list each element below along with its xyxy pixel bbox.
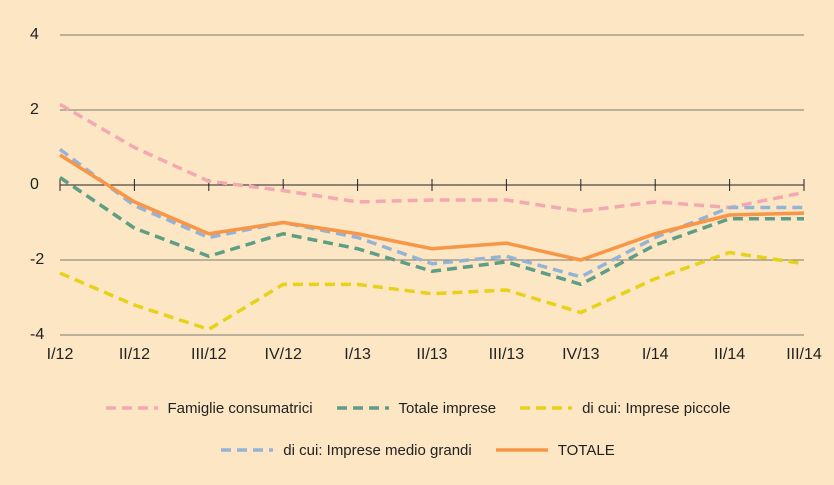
- x-tick-label: II/14: [714, 346, 745, 363]
- legend-swatch: [221, 448, 274, 452]
- legend-item: Totale imprese: [335, 395, 497, 421]
- x-tick-label: IV/12: [265, 346, 302, 363]
- legend-swatch: [336, 406, 389, 410]
- series-line: [59, 250, 805, 332]
- legend-item: di cui: Imprese piccole: [518, 395, 731, 421]
- series-line: [59, 153, 805, 262]
- legend-label: Totale imprese: [398, 399, 497, 417]
- x-tick-label: IV/13: [562, 346, 599, 363]
- x-tick-label: II/12: [119, 346, 150, 363]
- plot: -4 -2 0 2 4 I/12 II/12 III/12 IV/12 I/13 II/13 III/…: [30, 26, 822, 363]
- legend-swatch: [105, 406, 158, 410]
- y-tick-label: 0: [30, 176, 39, 193]
- legend-label: TOTALE: [557, 441, 615, 459]
- y-tick-label: -2: [30, 251, 44, 268]
- x-tick-label: III/12: [191, 346, 227, 363]
- legend-item: Famiglie consumatrici: [104, 395, 313, 421]
- legend-item: di cui: Imprese medio grandi: [219, 437, 472, 463]
- x-tick-label: II/13: [416, 346, 447, 363]
- x-tick-label: III/14: [786, 346, 822, 363]
- legend-label: di cui: Imprese medio grandi: [283, 441, 472, 459]
- legend-swatch: [495, 448, 548, 452]
- legend: Famiglie consumatrici Totale imprese di cu…: [60, 395, 774, 463]
- x-tick-label: I/13: [344, 346, 371, 363]
- x-tick-label: III/13: [489, 346, 525, 363]
- legend-label: di cui: Imprese piccole: [582, 399, 731, 417]
- legend-label: Famiglie consumatrici: [167, 399, 313, 417]
- legend-item: TOTALE: [494, 437, 615, 463]
- legend-swatch: [520, 406, 573, 410]
- x-tick-label: I/14: [642, 346, 669, 363]
- y-tick-label: 4: [30, 26, 39, 43]
- series-line: [59, 176, 804, 287]
- y-tick-label: 2: [30, 101, 39, 118]
- y-tick-label: -4: [30, 326, 44, 343]
- x-tick-label: I/12: [47, 346, 74, 363]
- series-line: [58, 147, 804, 279]
- series-line: [59, 102, 805, 213]
